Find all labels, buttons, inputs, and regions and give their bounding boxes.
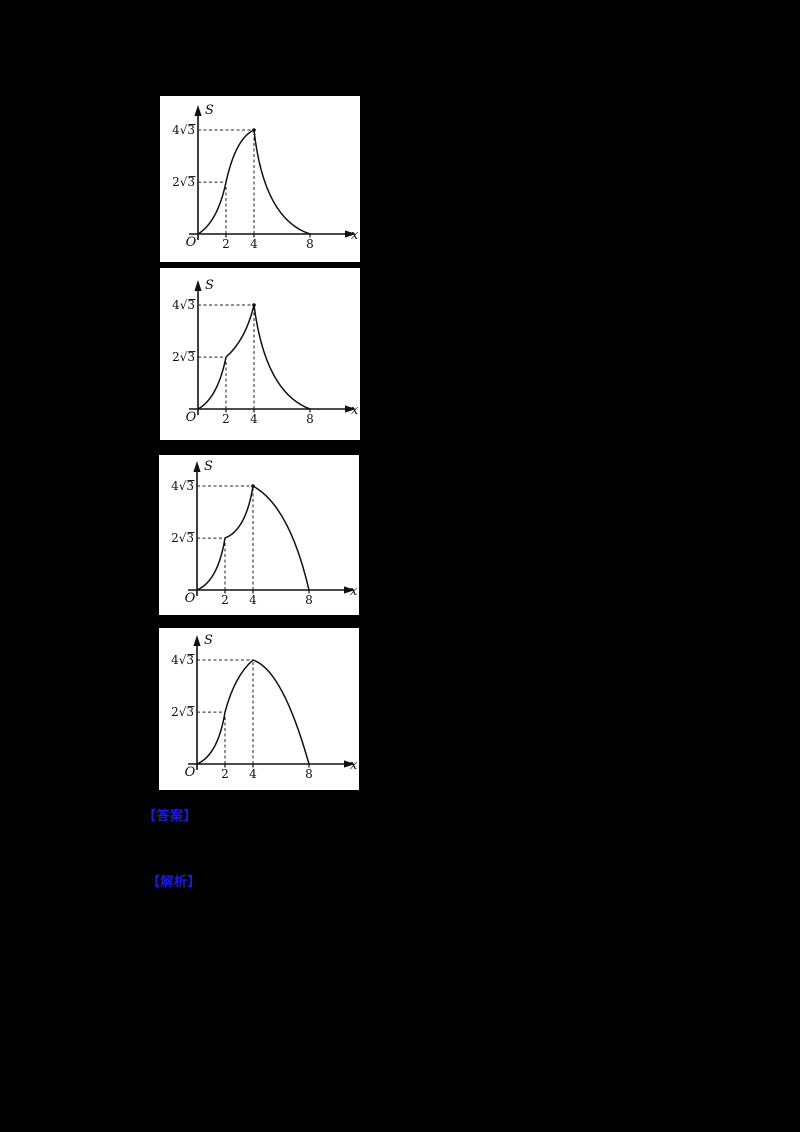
svg-text:2: 2 [221,767,229,781]
graph-b-svg: 2 4 8 2√3 4√3 Sx O [172,278,359,426]
svg-text:x: x [350,758,358,773]
svg-text:4: 4 [249,593,257,607]
svg-text:4√3: 4√3 [172,298,195,312]
svg-text:8: 8 [306,412,314,426]
svg-text:O: O [185,765,196,780]
svg-text:8: 8 [305,593,313,607]
svg-text:S: S [204,459,213,474]
svg-text:O: O [185,591,196,606]
svg-text:8: 8 [306,237,314,251]
svg-text:4: 4 [249,767,257,781]
graph-d-svg: 2 4 8 2√3 4√3 Sx O [171,633,358,781]
svg-text:4√3: 4√3 [172,123,195,137]
analysis-label: 【解析】 [147,874,202,889]
graph-a-svg: 2 4 8 2√3 4√3 Sx O [172,103,359,251]
svg-text:4√3: 4√3 [171,479,194,493]
graph-c-svg: 2 4 8 2√3 4√3 Sx O [171,459,358,607]
svg-text:2√3: 2√3 [171,531,194,545]
svg-text:S: S [205,278,214,293]
svg-text:4: 4 [250,237,258,251]
svg-text:8: 8 [305,767,313,781]
svg-text:x: x [351,403,359,418]
svg-text:2: 2 [222,237,230,251]
svg-text:O: O [186,410,197,425]
svg-text:x: x [351,228,359,243]
svg-text:2√3: 2√3 [172,350,195,364]
svg-text:2: 2 [222,412,230,426]
answer-label: 【答案】 [143,808,198,823]
svg-text:x: x [350,584,358,599]
svg-text:4: 4 [250,412,258,426]
svg-text:2√3: 2√3 [171,705,194,719]
svg-text:2√3: 2√3 [172,175,195,189]
svg-text:4√3: 4√3 [171,653,194,667]
svg-text:2: 2 [221,593,229,607]
svg-text:S: S [205,103,214,118]
svg-text:S: S [204,633,213,648]
svg-text:O: O [186,235,197,250]
